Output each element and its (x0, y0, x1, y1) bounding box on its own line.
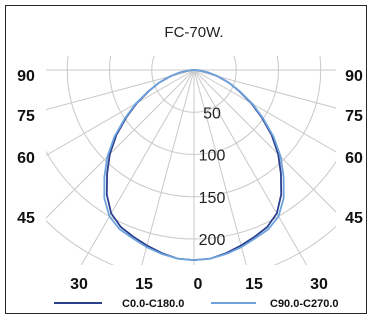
grid-spoke (193, 69, 336, 213)
radial-tick-label: 100 (199, 148, 226, 165)
angle-tick-label-bottom: 30 (70, 276, 88, 293)
grid-ring (46, 219, 336, 265)
radial-tick-label: 200 (199, 232, 226, 249)
legend: C0.0-C180.0 C90.0-C270.0 (54, 298, 339, 310)
grid-spoke (141, 69, 195, 265)
angle-tick-label-right: 45 (345, 210, 363, 227)
grid-spoke (193, 69, 247, 265)
grid-spoke (46, 69, 195, 219)
angle-tick-label-left: 90 (17, 68, 35, 85)
angle-tick-label-left: 75 (17, 108, 35, 125)
grid-spoke (193, 69, 336, 109)
angle-tick-label-right: 60 (345, 150, 363, 167)
radial-tick-label: 50 (203, 105, 221, 122)
angle-tick-label-bottom: 15 (135, 276, 153, 293)
polar-grid (6, 6, 368, 315)
grid-spoke (193, 69, 308, 265)
angle-tick-label-right: 90 (345, 68, 363, 85)
angle-tick-label-left: 60 (17, 150, 35, 167)
radial-tick-label: 150 (199, 190, 226, 207)
chart-title: FC-70W. (164, 24, 223, 41)
angle-tick-label-left: 45 (17, 210, 35, 227)
grid-spoke (46, 69, 195, 157)
series-layer (103, 69, 285, 262)
grid-spoke (46, 69, 195, 111)
legend-label: C0.0-C180.0 (122, 298, 184, 310)
grid-spoke (80, 69, 195, 265)
chart-frame: FC-70W. 90 90 75 75 60 60 45 45 30 15 0 15 30 50 100 15… (5, 5, 367, 314)
angle-tick-label-bottom: 30 (310, 276, 328, 293)
series-line (103, 69, 285, 262)
angle-tick-label-right: 75 (345, 108, 363, 125)
angle-tick-label-bottom: 15 (245, 276, 263, 293)
grid-spoke (193, 69, 336, 153)
angle-tick-label-bottom: 0 (194, 276, 203, 293)
legend-label: C90.0-C270.0 (270, 298, 339, 310)
grid-ring (6, 6, 368, 315)
